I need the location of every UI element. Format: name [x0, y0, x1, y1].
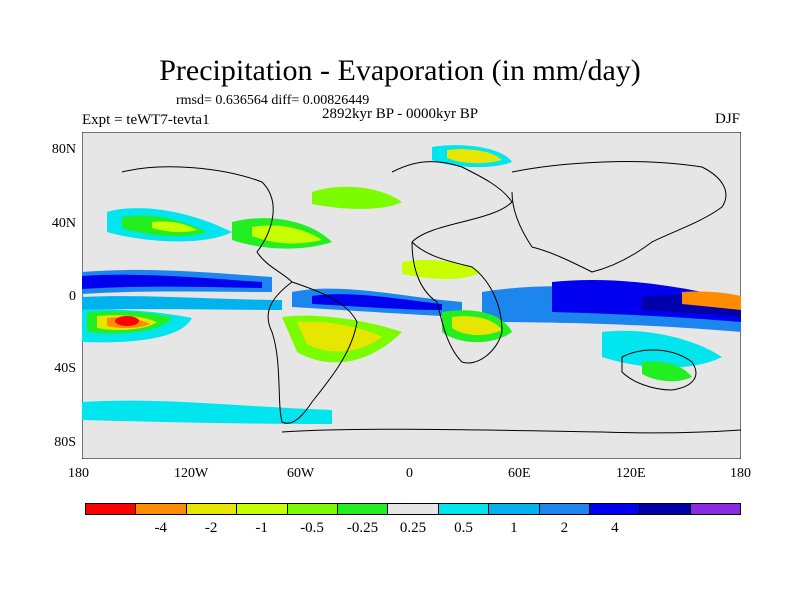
period-label: 2892kyr BP - 0000kyr BP — [322, 106, 479, 122]
colorbar-label: -0.5 — [300, 520, 324, 536]
colorbar-segment — [337, 504, 389, 514]
colorbar-segment — [186, 504, 238, 514]
experiment-label: Expt = teWT7-tevta1 — [82, 112, 210, 128]
y-tick-label: 80N — [51, 142, 76, 157]
colorbar-label: -2 — [204, 520, 218, 536]
x-tick-label: 60W — [287, 466, 315, 481]
coastlines — [121, 161, 741, 434]
colorbar-label: -1 — [255, 520, 268, 536]
map-title: Precipitation - Evaporation (in mm/day) — [159, 54, 641, 87]
colorbar-label: 0.5 — [454, 520, 473, 536]
season-label: DJF — [714, 111, 740, 127]
y-tick-label: 0 — [69, 289, 76, 304]
x-tick-label: 120W — [174, 466, 209, 481]
pacific-band — [82, 208, 332, 424]
colorbar-segment — [388, 504, 439, 514]
colorbar-label: 1 — [510, 520, 518, 536]
colorbar-segment — [86, 504, 137, 514]
colorbar-label: -4 — [154, 520, 167, 536]
colorbar-segment — [489, 504, 540, 514]
x-tick-label: 120E — [616, 466, 646, 481]
colorbar-segment — [690, 504, 741, 514]
x-tick-label: 180 — [68, 466, 89, 481]
colorbar-segment — [539, 504, 590, 514]
colorbar-label: -0.25 — [346, 520, 379, 536]
colorbar-segment — [136, 504, 187, 514]
colorbar-label: 0.25 — [399, 520, 427, 536]
colorbar-segment — [287, 504, 338, 514]
y-tick-label: 40N — [51, 216, 76, 231]
indopacific-features — [402, 260, 741, 382]
x-tick-label: 0 — [406, 466, 413, 481]
colorbar-segment — [589, 504, 641, 514]
colorbar-label: 2 — [560, 520, 569, 536]
colorbar-segment — [438, 504, 490, 514]
colorbar — [85, 503, 741, 515]
stats-text: rmsd= 0.636564 diff= 0.00826449 — [176, 93, 370, 108]
x-tick-label: 180 — [730, 466, 751, 481]
colorbar-label: 4 — [611, 520, 619, 536]
colorbar-segment — [237, 504, 288, 514]
colorbar-segment — [640, 504, 691, 514]
map-svg — [82, 132, 741, 459]
y-tick-label: 80S — [54, 435, 76, 450]
x-tick-label: 60E — [508, 466, 531, 481]
map-panel — [82, 132, 741, 459]
y-tick-label: 40S — [54, 361, 76, 376]
